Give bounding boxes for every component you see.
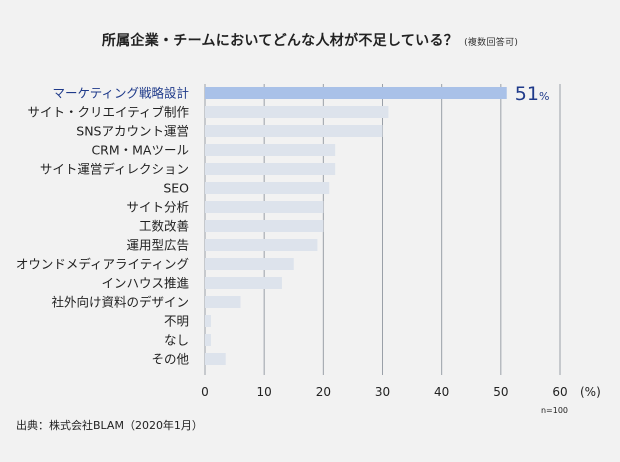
category-label: 不明 xyxy=(164,314,189,329)
bar xyxy=(205,87,507,99)
bar xyxy=(205,296,241,308)
bar xyxy=(205,106,389,118)
highlight-value-number: 51 xyxy=(515,83,539,105)
bar xyxy=(205,239,318,251)
x-tick-label: 20 xyxy=(316,385,331,399)
sample-size-note: n=100 xyxy=(541,406,568,415)
x-tick-label: 0 xyxy=(201,385,209,399)
x-tick-label: 10 xyxy=(257,385,272,399)
bar xyxy=(205,353,226,365)
category-label: CRM・MAツール xyxy=(91,143,189,158)
category-label: SEO xyxy=(163,181,189,196)
bar xyxy=(205,334,211,346)
bar xyxy=(205,315,211,327)
x-tick-label: 40 xyxy=(434,385,449,399)
chart-title-text: 所属企業・チームにおいてどんな人材が不足している？ xyxy=(101,33,459,49)
source-note: 出典：株式会社BLAM（2020年1月） xyxy=(16,419,203,432)
bar xyxy=(205,201,324,213)
category-label: 運用型広告 xyxy=(126,238,189,253)
chart-subtitle: (複数回答可) xyxy=(464,38,519,48)
category-label: マーケティング戦略設計 xyxy=(52,86,189,101)
category-label: インハウス推進 xyxy=(101,276,189,291)
category-label: オウンドメディアライティング xyxy=(16,257,189,272)
x-unit-label: (%) xyxy=(580,385,601,399)
category-label: SNSアカウント運営 xyxy=(76,124,189,139)
x-tick-label: 50 xyxy=(493,385,508,399)
category-label: 社外向け資料のデザイン xyxy=(51,295,189,310)
chart-title: 所属企業・チームにおいてどんな人材が不足している？ (複数回答可) xyxy=(0,30,620,50)
bar xyxy=(205,220,324,232)
bar xyxy=(205,258,294,270)
category-label: サイト・クリエイティブ制作 xyxy=(27,105,189,120)
category-label: その他 xyxy=(151,352,189,367)
bar xyxy=(205,182,330,194)
bar xyxy=(205,144,336,156)
x-tick-label: 60 xyxy=(552,385,567,399)
bar xyxy=(205,125,383,137)
bar xyxy=(205,163,336,175)
highlight-value-unit: % xyxy=(539,90,549,103)
x-tick-label: 30 xyxy=(375,385,390,399)
category-label: サイト運営ディレクション xyxy=(40,162,189,177)
category-label: 工数改善 xyxy=(139,219,189,234)
bar xyxy=(205,277,282,289)
category-label: なし xyxy=(164,333,189,348)
highlight-value-label: 51% xyxy=(515,83,550,105)
category-label: サイト分析 xyxy=(126,200,189,215)
